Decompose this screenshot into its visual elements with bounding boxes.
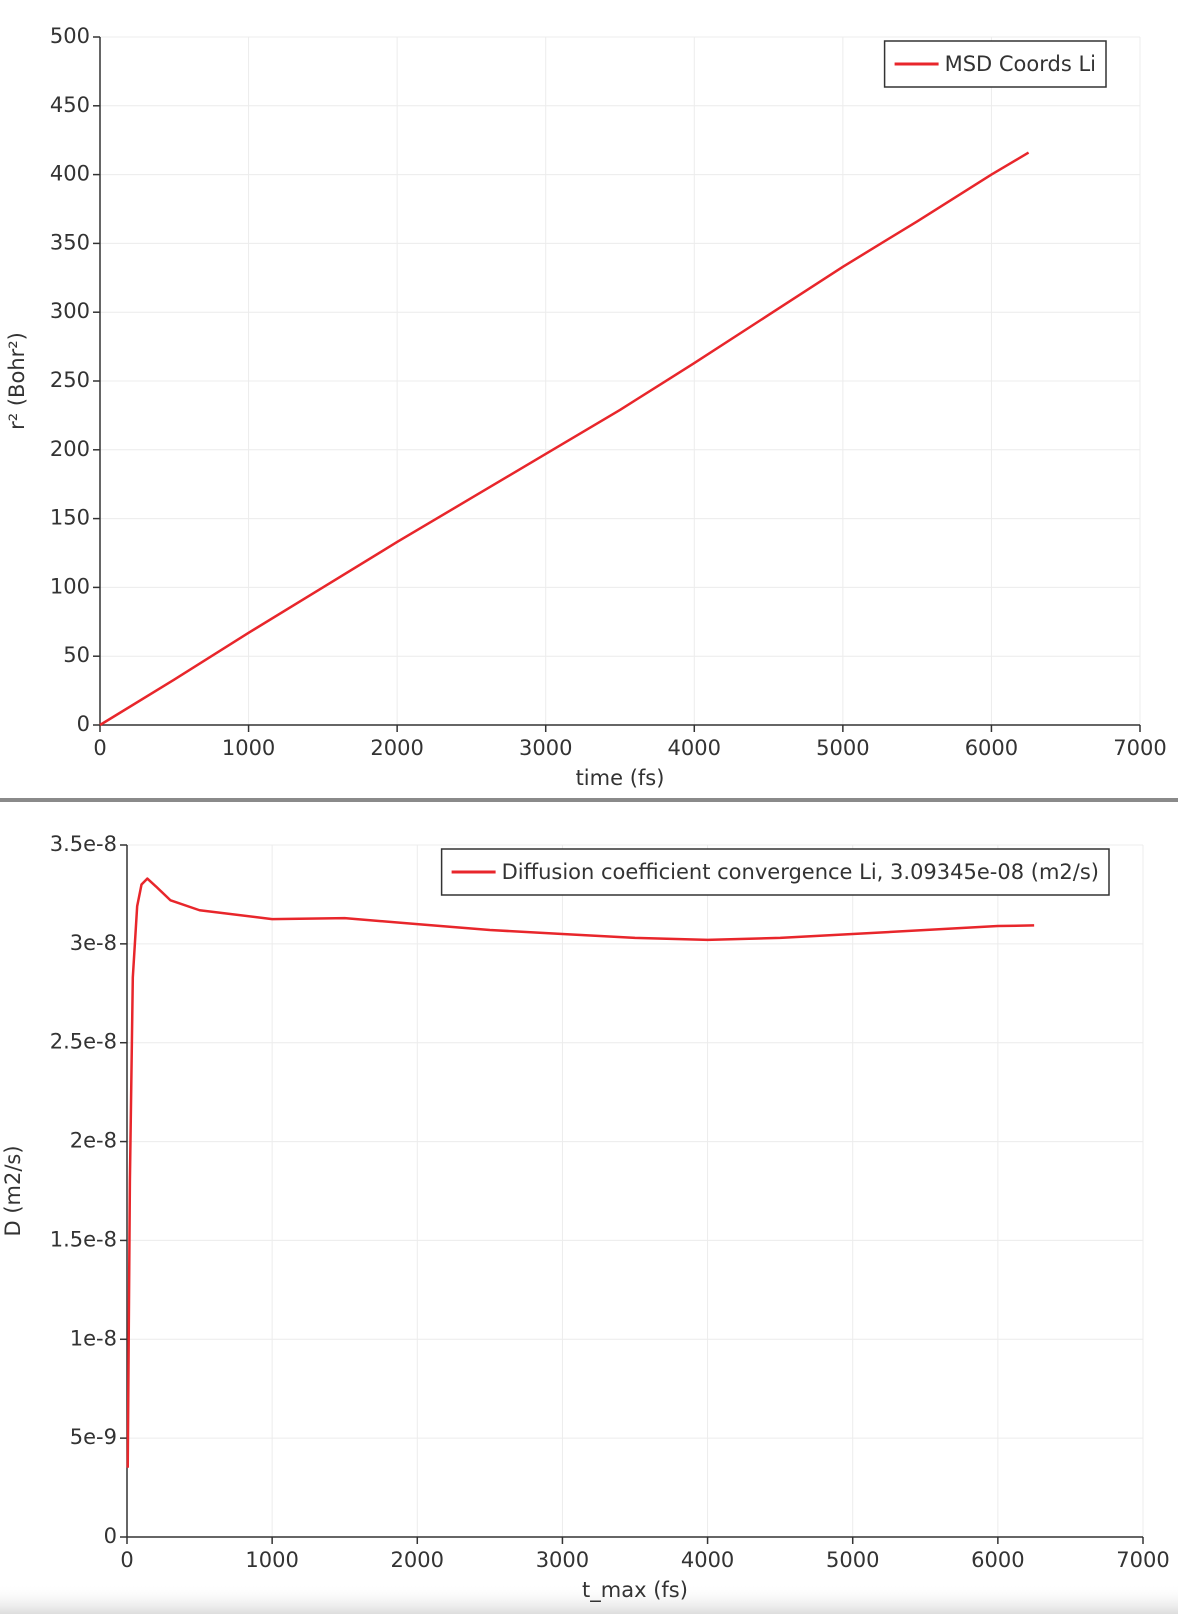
y-tick-label: 500	[50, 24, 90, 48]
bottom-shade	[0, 1584, 1178, 1614]
x-tick-label: 7000	[1113, 736, 1166, 760]
y-axis-label: D (m2/s)	[1, 1145, 25, 1236]
y-tick-label: 400	[50, 162, 90, 186]
y-tick-label: 150	[50, 506, 90, 530]
x-tick-label: 2000	[391, 1548, 444, 1572]
y-tick-label: 5e-9	[70, 1425, 117, 1449]
y-tick-label: 200	[50, 437, 90, 461]
x-tick-label: 7000	[1116, 1548, 1169, 1572]
x-tick-label: 2000	[370, 736, 423, 760]
x-tick-label: 0	[93, 736, 106, 760]
x-tick-label: 4000	[681, 1548, 734, 1572]
x-axis-label: time (fs)	[576, 766, 665, 790]
y-tick-label: 300	[50, 299, 90, 323]
x-tick-label: 5000	[816, 736, 869, 760]
y-tick-label: 0	[104, 1524, 117, 1548]
x-tick-label: 1000	[222, 736, 275, 760]
y-tick-label: 50	[63, 643, 90, 667]
divider	[0, 798, 1178, 802]
legend-box	[883, 40, 1107, 88]
y-tick-label: 450	[50, 93, 90, 117]
y-tick-label: 2e-8	[70, 1129, 117, 1153]
y-tick-label: 1.5e-8	[50, 1227, 117, 1251]
y-tick-label: 350	[50, 230, 90, 254]
y-tick-label: 100	[50, 574, 90, 598]
x-tick-label: 6000	[965, 736, 1018, 760]
y-axis-label: r² (Bohr²)	[5, 332, 29, 430]
data-line	[126, 877, 1035, 1468]
legend-label: MSD Coords Li	[945, 52, 1096, 76]
x-tick-label: 6000	[971, 1548, 1024, 1572]
x-axis-label: t_max (fs)	[582, 1578, 688, 1603]
x-tick-label: 3000	[519, 736, 572, 760]
data-line	[99, 151, 1030, 727]
x-tick-label: 3000	[536, 1548, 589, 1572]
y-tick-label: 1e-8	[70, 1326, 117, 1350]
y-tick-label: 250	[50, 368, 90, 392]
x-tick-label: 5000	[826, 1548, 879, 1572]
legend-label: Diffusion coefficient convergence Li, 3.…	[502, 860, 1099, 884]
y-tick-label: 2.5e-8	[50, 1030, 117, 1054]
legend-box	[440, 848, 1110, 896]
y-tick-label: 3.5e-8	[50, 832, 117, 856]
x-tick-label: 0	[120, 1548, 133, 1572]
y-tick-label: 0	[77, 712, 90, 736]
x-tick-label: 1000	[245, 1548, 298, 1572]
y-tick-label: 3e-8	[70, 931, 117, 955]
x-tick-label: 4000	[668, 736, 721, 760]
